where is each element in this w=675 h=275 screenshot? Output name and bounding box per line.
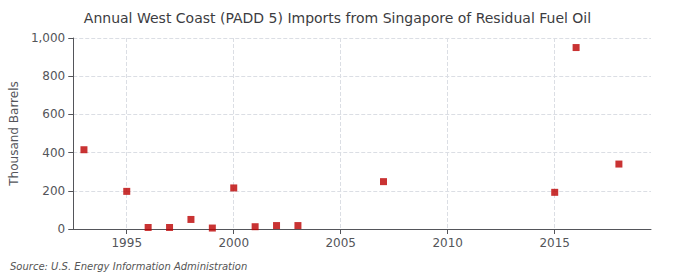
svg-text:800: 800 — [42, 69, 65, 83]
svg-text:2015: 2015 — [539, 236, 570, 250]
svg-text:Annual West Coast (PADD 5) Imp: Annual West Coast (PADD 5) Imports from … — [84, 10, 591, 26]
svg-text:600: 600 — [42, 107, 65, 121]
svg-text:1,000: 1,000 — [31, 31, 65, 45]
svg-text:1995: 1995 — [111, 236, 142, 250]
svg-text:400: 400 — [42, 146, 65, 160]
svg-text:Source: U.S. Energy Informatio: Source: U.S. Energy Information Administ… — [10, 261, 247, 272]
svg-text:2000: 2000 — [218, 236, 249, 250]
svg-text:200: 200 — [42, 184, 65, 198]
svg-text:0: 0 — [58, 222, 66, 236]
svg-text:Thousand Barrels: Thousand Barrels — [7, 81, 21, 186]
svg-text:2005: 2005 — [325, 236, 356, 250]
svg-text:2010: 2010 — [432, 236, 463, 250]
